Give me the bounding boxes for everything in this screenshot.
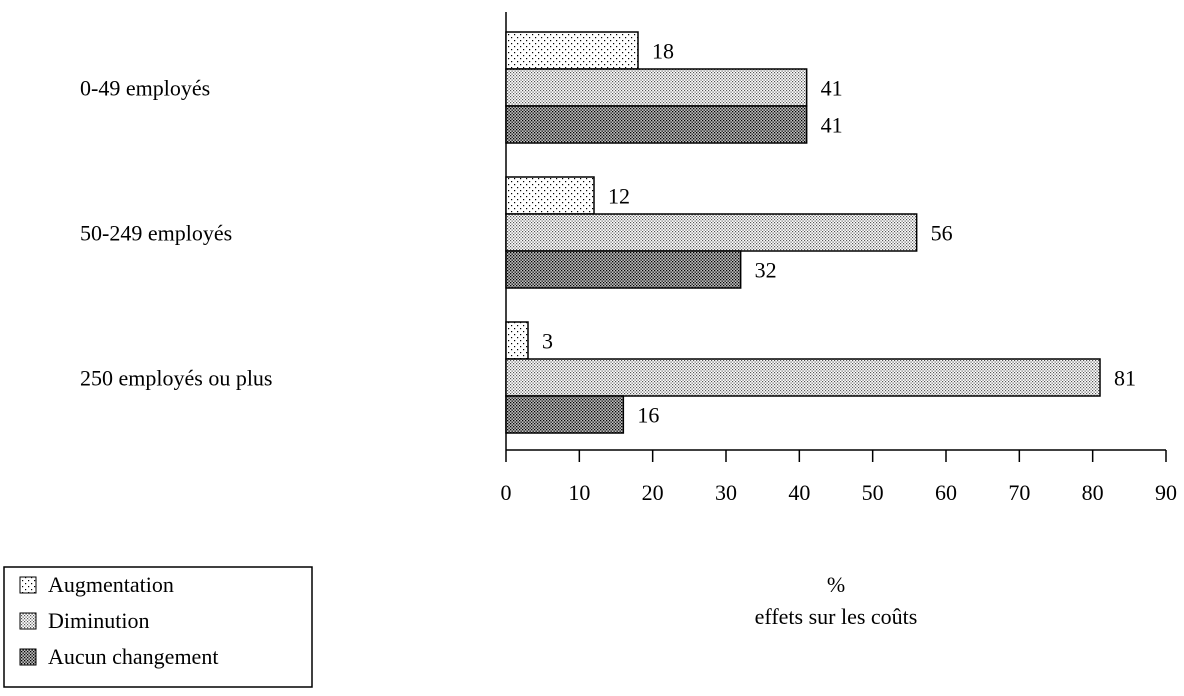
bar	[505, 31, 639, 70]
category-label: 0-49 employés	[80, 76, 210, 101]
legend-label: Diminution	[48, 608, 149, 633]
legend-swatch	[19, 612, 37, 630]
x-tick-label: 60	[935, 480, 957, 505]
x-tick-label: 80	[1082, 480, 1104, 505]
x-tick-label: 30	[715, 480, 737, 505]
legend-label: Aucun changement	[48, 644, 218, 669]
x-tick-label: 0	[501, 480, 512, 505]
x-tick-label: 40	[788, 480, 810, 505]
data-label: 3	[542, 329, 553, 354]
bar	[505, 358, 1101, 397]
data-label: 32	[755, 258, 777, 283]
legend-swatch	[19, 576, 37, 594]
data-label: 41	[821, 76, 843, 101]
legend-label: Augmentation	[48, 572, 174, 597]
legend: Augmentation Diminution Aucun changement	[3, 566, 313, 688]
bar	[505, 321, 529, 360]
x-tick-label: 90	[1155, 480, 1177, 505]
data-label: 41	[821, 113, 843, 138]
bar	[505, 176, 595, 215]
x-tick-label: 20	[642, 480, 664, 505]
data-label: 81	[1114, 366, 1136, 391]
data-label: 12	[608, 184, 630, 209]
plot-area: 0 10 20 30 40 50 60 70 80 90 0-49 employés 50-249 e…	[80, 12, 1177, 505]
category-label: 50-249 employés	[80, 221, 232, 246]
x-tick-label: 70	[1008, 480, 1030, 505]
bar	[505, 395, 625, 434]
legend-swatch	[19, 648, 37, 666]
x-tick-label: 50	[862, 480, 884, 505]
data-label: 18	[652, 39, 674, 64]
data-label: 56	[931, 221, 953, 246]
legend-box	[3, 566, 313, 688]
bar	[505, 105, 808, 144]
bar	[505, 250, 742, 289]
x-tick-label: 10	[568, 480, 590, 505]
category-label: 250 employés ou plus	[80, 366, 273, 391]
bar	[505, 68, 808, 107]
x-axis-title: %	[827, 572, 845, 597]
x-axis-subtitle: effets sur les coûts	[755, 604, 918, 629]
data-label: 16	[637, 403, 659, 428]
bar	[505, 213, 918, 252]
